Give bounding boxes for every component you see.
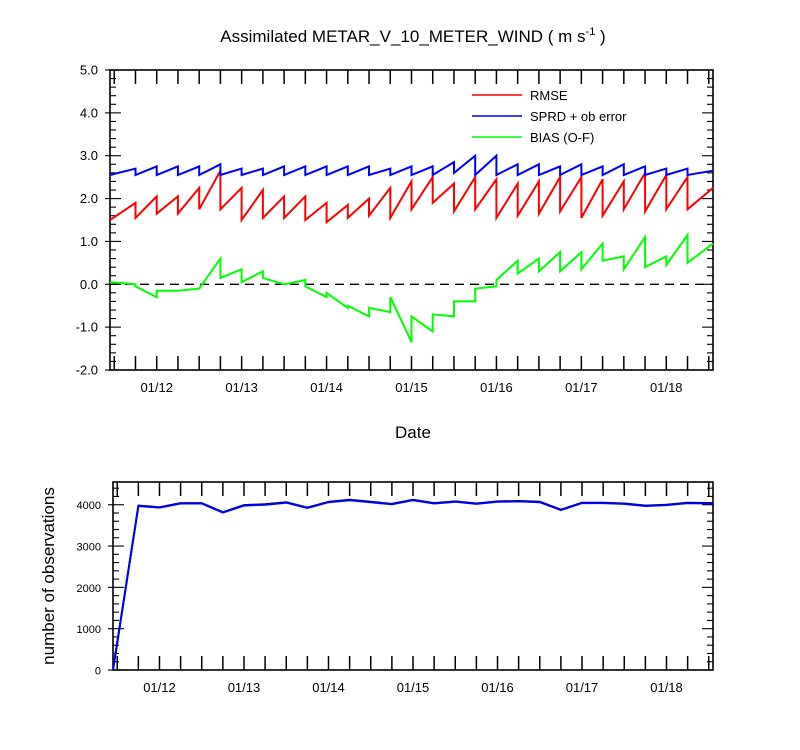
bottom-x-tick-label: 01/17 <box>566 680 599 695</box>
bottom-panel: 01/12 01/13 01/14 01/15 01/16 01/17 01/18 0 1000… <box>77 481 714 695</box>
top-x-tick-label: 01/15 <box>395 380 428 395</box>
top-y-tick-label: 4.0 <box>80 105 98 120</box>
top-x-tick-label: 01/17 <box>565 380 598 395</box>
top-x-tick-label: 01/16 <box>480 380 513 395</box>
top-y-tick-label: 3.0 <box>80 148 98 163</box>
top-x-tick-label: 01/18 <box>650 380 683 395</box>
top-series-rmse <box>109 169 714 225</box>
bottom-y-tick-label: 1000 <box>77 624 101 636</box>
bottom-x-tick-label: 01/12 <box>143 680 176 695</box>
bottom-y-tick-label: 0 <box>95 666 101 678</box>
top-x-tick-label: 01/12 <box>140 380 173 395</box>
bottom-y-tick-label: 3000 <box>77 542 101 554</box>
bottom-y-tick-label: 2000 <box>77 583 101 595</box>
top-y-tick-label: -1.0 <box>76 320 98 335</box>
bottom-series-observations-possible <box>112 498 714 671</box>
bottom-x-tick-label: 01/13 <box>228 680 261 695</box>
top-y-tick-label: 5.0 <box>80 63 98 78</box>
legend-label-1: SPRD + ob error <box>530 109 627 124</box>
chart-title-superscript: -1 <box>586 26 596 38</box>
top-panel: 01/12 01/13 01/14 01/15 01/16 01/17 01/18 -2.0 -… <box>76 63 714 395</box>
bottom-series-observations-assimilated <box>112 499 714 671</box>
top-series-bias-o-f <box>109 231 714 343</box>
bottom-x-tick-label: 01/18 <box>650 680 683 695</box>
top-y-tick-label: 0.0 <box>80 277 98 292</box>
bottom-x-tick-label: 01/16 <box>481 680 514 695</box>
x-axis-label: Date <box>395 423 431 442</box>
bottom-plot-frame <box>112 481 714 671</box>
top-y-tick-label: 1.0 <box>80 234 98 249</box>
chart-title: Assimilated METAR_V_10_METER_WIND ( m s-… <box>220 26 605 46</box>
chart-title-main: Assimilated METAR_V_10_METER_WIND ( m s <box>220 27 585 46</box>
top-y-tick-label: -2.0 <box>76 363 98 378</box>
top-x-tick-label: 01/13 <box>225 380 258 395</box>
chart-title-end: ) <box>595 27 605 46</box>
bottom-x-tick-label: 01/15 <box>397 680 430 695</box>
legend-label-0: RMSE <box>530 88 568 103</box>
y-axis-label-observations: number of observations <box>39 487 58 665</box>
legend-label-2: BIAS (O-F) <box>530 130 594 145</box>
bottom-y-tick-label: 4000 <box>77 500 101 512</box>
top-y-tick-label: 2.0 <box>80 191 98 206</box>
top-x-tick-label: 01/14 <box>310 380 343 395</box>
top-series-sprd-ob-error <box>109 153 714 178</box>
bottom-x-tick-label: 01/14 <box>312 680 345 695</box>
